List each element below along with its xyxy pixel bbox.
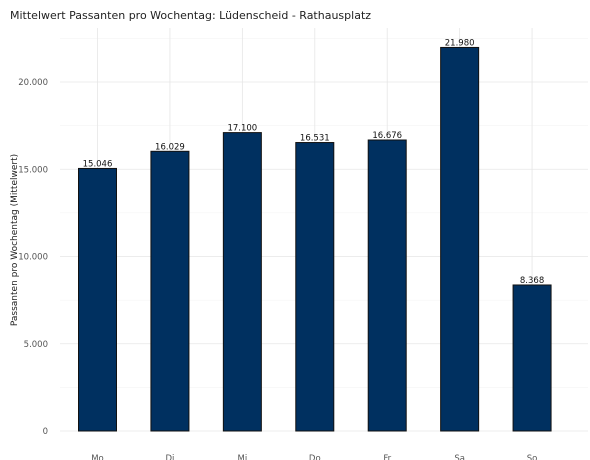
y-tick-label: 15.000: [18, 165, 48, 175]
bar-sa: [440, 46, 480, 432]
data-label: 15.046: [83, 159, 113, 169]
data-labels: 15.046 16.029 17.100 16.531 16.676 21.980 8.36…: [83, 38, 545, 286]
data-label: 8.368: [520, 276, 544, 286]
y-tick-label: 0: [43, 427, 48, 437]
x-tick-label: Di: [165, 454, 174, 460]
bars: [78, 46, 552, 432]
bar-mi: [222, 132, 262, 432]
y-axis-ticks: 0 5.000 10.000 15.000 20.000: [18, 78, 48, 437]
bar-so: [512, 284, 552, 432]
x-tick-label: Do: [309, 454, 321, 460]
bar-mo: [78, 167, 117, 432]
data-label: 16.676: [372, 131, 402, 141]
x-axis-ticks: Mo Di Mi Do Fr Sa So: [91, 454, 537, 460]
x-tick-label: Sa: [454, 454, 465, 460]
data-label: 21.980: [445, 38, 475, 48]
chart-title: Mittelwert Passanten pro Wochentag: Lüde…: [10, 9, 372, 22]
data-label: 17.100: [227, 124, 257, 134]
x-tick-label: Fr: [383, 454, 391, 460]
data-label: 16.029: [155, 142, 185, 152]
x-tick-label: Mo: [91, 454, 104, 460]
x-tick-label: Mi: [238, 454, 248, 460]
bar-do: [295, 142, 335, 432]
y-tick-label: 10.000: [18, 253, 48, 263]
x-tick-label: So: [527, 454, 538, 460]
bar-fr: [367, 139, 407, 432]
y-tick-label: 5.000: [24, 340, 48, 350]
y-axis-title: Passanten pro Wochentag (Mittelwert): [10, 154, 20, 326]
data-label: 16.531: [300, 134, 330, 144]
y-tick-label: 20.000: [18, 78, 48, 88]
bar-di: [150, 150, 190, 432]
